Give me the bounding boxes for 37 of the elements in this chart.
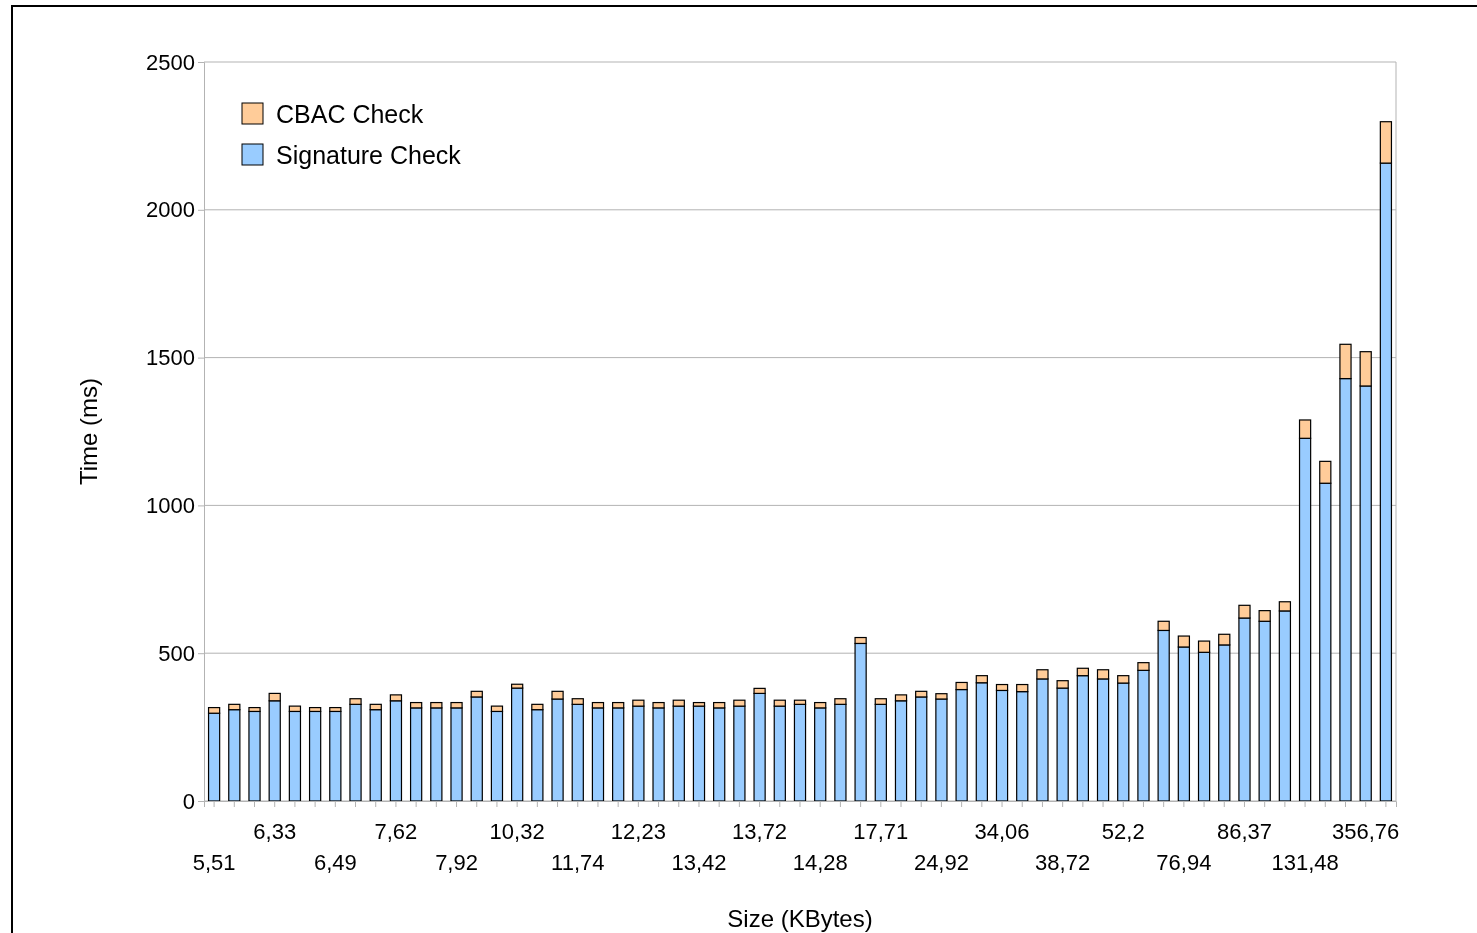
x-axis-title: Size (KBytes) <box>727 905 873 932</box>
x-tick-label: 11,74 <box>551 850 605 875</box>
y-tick-label: 500 <box>158 640 195 666</box>
x-tick-label: 7,92 <box>435 850 478 875</box>
y-tick-label: 2000 <box>146 197 195 223</box>
x-tick-label: 131,48 <box>1271 850 1339 875</box>
x-tick-label: 5,51 <box>192 850 236 875</box>
y-tick-label: 0 <box>182 788 195 814</box>
bar <box>511 687 524 802</box>
x-tick-label: 86,37 <box>1216 819 1273 844</box>
x-tick-label: 6,49 <box>313 850 357 875</box>
x-tick-label: 14,28 <box>792 850 848 875</box>
bar <box>248 710 261 802</box>
x-tick-label: 34,06 <box>974 819 1030 844</box>
x-tick-label: 76,94 <box>1156 850 1212 875</box>
x-tick-label: 13,72 <box>732 819 788 844</box>
y-axis-title: Time (ms) <box>75 377 102 486</box>
bar <box>329 710 342 802</box>
y-tick-label: 2500 <box>146 49 195 75</box>
legend-label: CBAC Check <box>276 100 424 128</box>
legend-label: Signature Check <box>276 141 462 169</box>
x-tick-label: 356,76 <box>1332 819 1400 844</box>
bar <box>753 692 766 802</box>
x-tick-label: 13,42 <box>671 850 727 875</box>
bar <box>692 705 706 802</box>
x-tick-label: 10,32 <box>489 819 545 844</box>
bar <box>793 703 807 802</box>
y-tick-label: 1000 <box>146 492 195 518</box>
x-tick-label: 6,33 <box>253 819 297 844</box>
bar <box>308 710 322 802</box>
x-tick-label: 7,62 <box>374 819 418 844</box>
x-tick-label: 38,72 <box>1035 850 1091 875</box>
x-tick-label: 12,23 <box>610 819 666 844</box>
x-tick-label: 17,71 <box>853 819 909 844</box>
y-tick-label: 1500 <box>146 345 195 371</box>
x-tick-label: 24,92 <box>913 850 969 875</box>
x-tick-label: 52,2 <box>1101 819 1145 844</box>
